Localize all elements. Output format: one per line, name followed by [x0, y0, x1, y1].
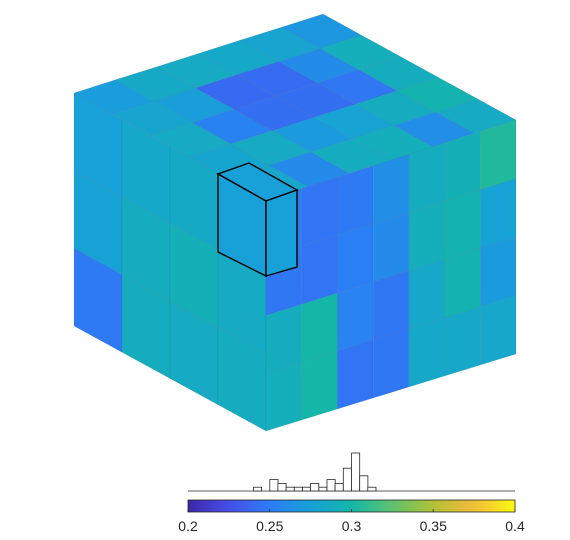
histogram-bar — [367, 486, 377, 492]
right-face-cell-3-1 — [301, 350, 338, 421]
right-face-cell-0-1 — [301, 176, 338, 247]
voxel-cube — [73, 13, 517, 432]
histogram-bar — [326, 479, 336, 492]
colorbar-tick-label: 0.35 — [420, 518, 447, 534]
histogram-bar — [351, 452, 361, 492]
histogram-bar — [342, 467, 352, 492]
right-face-cell-0-3 — [372, 153, 410, 225]
colorbar-tick-label: 0.2 — [178, 518, 198, 534]
histogram-bar — [277, 482, 287, 492]
right-face-cell-0-2 — [337, 165, 374, 236]
right-face-cell-2-3 — [372, 270, 410, 341]
histogram-bar — [285, 486, 295, 492]
colorbar-tick-label: 0.3 — [342, 518, 362, 534]
histogram-bar — [310, 482, 320, 492]
right-face-cell-1-6 — [479, 178, 517, 249]
colorbar-ticks: 0.2 0.25 0.3 0.35 0.4 — [178, 509, 525, 534]
selected-voxel-right[interactable] — [265, 189, 298, 277]
right-face-cell-3-2 — [337, 339, 374, 410]
right-face-cell-1-1 — [301, 234, 338, 305]
histogram-bar — [318, 486, 328, 492]
right-face-cell-2-0 — [265, 303, 303, 374]
histogram-bar — [334, 482, 344, 492]
colorbar-tick-label: 0.4 — [505, 518, 525, 534]
right-face-cell-2-5 — [444, 247, 481, 319]
selected-voxel-outline[interactable] — [216, 162, 299, 278]
histogram-bar — [359, 475, 369, 492]
right-face-cell-0-4 — [408, 142, 445, 213]
right-face-cell-2-4 — [408, 258, 445, 330]
right-face-cell-2-6 — [479, 236, 517, 308]
histogram-bar — [293, 486, 303, 492]
right-face-cell-3-6 — [479, 295, 517, 366]
colorbar-tick-label: 0.25 — [256, 518, 283, 534]
right-face-cell-2-1 — [301, 292, 338, 363]
histogram-bar — [252, 486, 262, 492]
right-face-cell-0-6 — [479, 119, 517, 191]
histogram-bar — [269, 479, 279, 492]
right-face-cell-3-0 — [265, 361, 303, 432]
value-histogram — [188, 452, 515, 492]
right-face-cell-1-5 — [444, 189, 481, 260]
right-face-cell-3-5 — [444, 306, 481, 377]
right-face-cell-1-2 — [337, 223, 374, 294]
right-face-cell-2-2 — [337, 281, 374, 352]
right-face-cell-1-4 — [408, 200, 445, 272]
histogram-bar — [302, 486, 312, 492]
right-face-cell-1-3 — [372, 212, 410, 283]
right-face-cell-3-3 — [372, 328, 410, 399]
right-face-cell-3-4 — [408, 317, 445, 388]
right-face-cell-0-5 — [444, 130, 481, 202]
